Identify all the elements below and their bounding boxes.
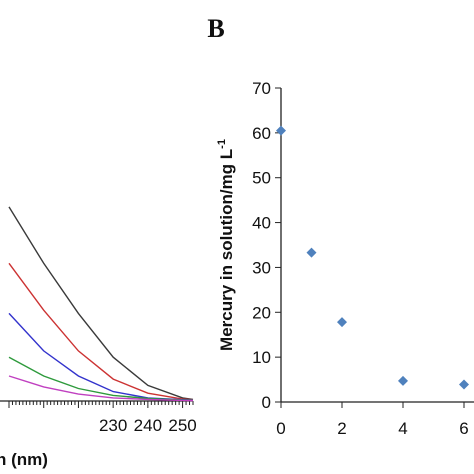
panel-b-x-tick-label: 2 — [337, 419, 346, 438]
panel-b-y-tick-label: 50 — [252, 169, 271, 188]
panel-b: B 0 10 20 30 40 50 60 70 0 2 4 6 Mercury in soluti… — [207, 14, 474, 438]
spectrum-curve-5 — [8, 375, 194, 402]
spectrum-curve-1 — [8, 206, 194, 401]
data-point-diamond — [276, 125, 286, 136]
panel-b-y-tick-label: 40 — [252, 214, 271, 233]
panel-b-y-ticks: 0 10 20 30 40 50 60 70 — [252, 79, 281, 412]
panel-a-x-axis-title: h (nm) — [0, 450, 48, 469]
panel-b-label: B — [207, 14, 224, 43]
spectrum-curve-3 — [8, 312, 194, 401]
panel-b-y-tick-label: 10 — [252, 348, 271, 367]
panel-b-y-tick-label: 20 — [252, 303, 271, 322]
data-point-diamond — [337, 317, 347, 328]
panel-a-minor-ticks — [8, 401, 194, 408]
panel-b-y-axis-title-main: Mercury in solution/mg L — [217, 149, 236, 351]
panel-b-x-tick-label: 0 — [276, 419, 285, 438]
data-point-diamond — [306, 247, 317, 258]
spectrum-curve-2 — [8, 262, 194, 401]
data-point-diamond — [398, 375, 408, 386]
spectrum-curve-4 — [8, 356, 194, 402]
panel-a-curves — [8, 206, 194, 402]
panel-a-x-tick-label: 240 — [134, 416, 162, 435]
panel-b-x-tick-label: 6 — [459, 419, 468, 438]
panel-a-x-tick-label: 230 — [99, 416, 127, 435]
panel-b-y-axis-title: Mercury in solution/mg L-1 — [216, 139, 236, 351]
panel-b-data-points — [276, 125, 469, 390]
data-point-diamond — [459, 379, 469, 390]
panel-b-y-axis-title-sup: -1 — [216, 139, 228, 149]
panel-a: 230 240 250 h (nm) — [0, 206, 197, 469]
panel-a-x-tick-labels: 230 240 250 — [99, 416, 197, 435]
panel-b-y-tick-label: 0 — [262, 393, 271, 412]
panel-b-x-ticks: 0 2 4 6 — [276, 402, 469, 438]
panel-b-x-tick-label: 4 — [398, 419, 407, 438]
panel-b-y-tick-label: 60 — [252, 124, 271, 143]
panel-b-y-tick-label: 30 — [252, 258, 271, 277]
panel-a-x-tick-label: 250 — [168, 416, 196, 435]
panel-b-y-tick-label: 70 — [252, 79, 271, 98]
